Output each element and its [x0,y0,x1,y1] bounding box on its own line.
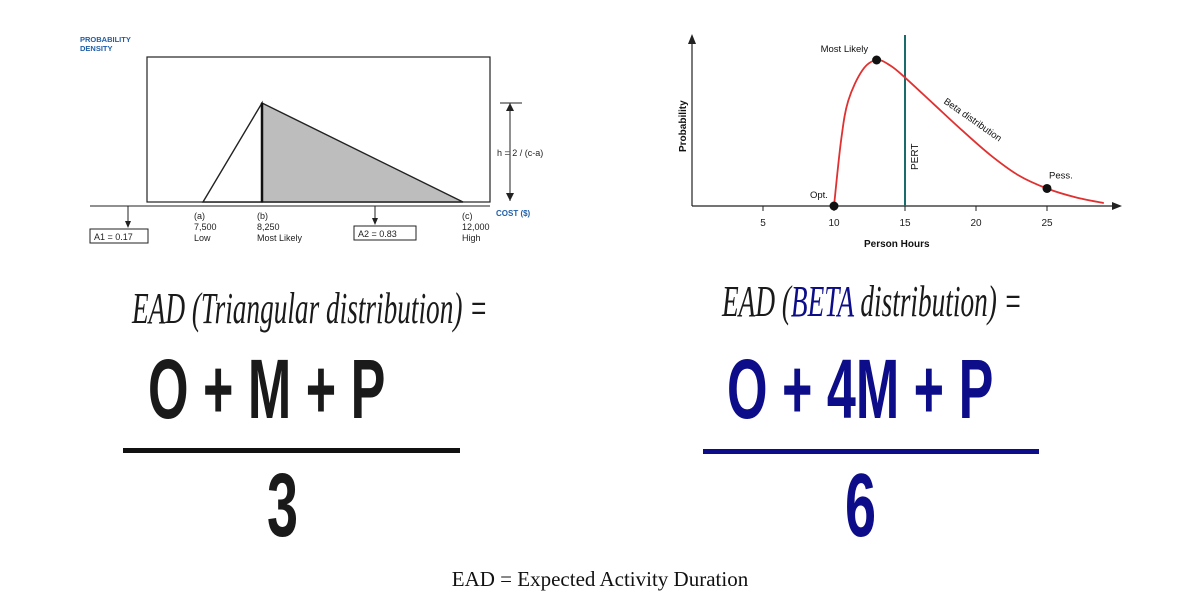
beta-curve [833,59,1104,207]
x-tick-label: 15 [899,218,911,229]
beta-distribution-chart: Probability Person Hours 5 10 15 20 25 PERT … [678,34,1122,250]
point-b-value: 8,250 [257,222,280,232]
beta-heading: EAD (BETA distribution) = [722,276,1022,327]
point-c-letter: (c) [462,211,473,221]
beta-heading-highlight: BETA [790,277,854,326]
markers [829,55,1052,211]
area-a1-triangle [201,100,263,203]
point-b-name: Most Likely [257,233,303,243]
pert-label: PERT [910,144,921,171]
point-c-name: High [462,233,481,243]
y-axis-arrow [688,34,696,44]
point-b-letter: (b) [257,211,268,221]
optimistic-label: Opt. [810,190,828,201]
x-tick-label: 10 [828,218,840,229]
x-tick-label: 25 [1041,218,1053,229]
beta-heading-prefix: EAD ( [722,277,791,326]
beta-numerator: O + 4M + P [727,342,994,436]
x-tick-label: 20 [970,218,982,229]
area-a2-shaded [261,101,464,203]
y-axis-label-line1: PROBABILITY [80,35,131,44]
height-label: h = 2 / (c-a) [497,148,543,158]
x-ticks: 5 10 15 20 25 [760,206,1053,229]
triangular-heading: EAD (Triangular distribution) = [132,284,488,333]
most-likely-marker [872,55,882,65]
most-likely-label: Most Likely [821,44,869,55]
triangular-numerator: O + M + P [148,342,386,436]
point-a-name: Low [194,233,211,243]
a2-label: A2 = 0.83 [358,229,397,239]
beta-denominator: 6 [845,456,877,556]
y-axis-label-line2: DENSITY [80,44,113,53]
triangular-distribution-diagram: PROBABILITY DENSITY h = 2 / (c-a) COST (… [80,35,543,244]
footer-caption: EAD = Expected Activity Duration [451,567,749,591]
x-tick-label: 5 [760,218,766,229]
pessimistic-label: Pess. [1049,170,1073,181]
height-arrow-bottom [506,193,514,201]
point-a-letter: (a) [194,211,205,221]
triangular-fraction-bar [123,448,460,453]
a1-box [89,228,149,244]
x-axis-label: Person Hours [864,239,930,250]
height-arrow-top [506,103,514,111]
x-axis-arrow [1112,202,1122,210]
beta-fraction-bar [703,449,1039,454]
a1-label: A1 = 0.17 [94,232,133,242]
beta-heading-suffix: distribution) = [853,277,1023,326]
point-a-value: 7,500 [194,222,217,232]
y-axis-label: Probability [678,100,689,152]
a2-arrow [372,218,378,225]
triangular-denominator: 3 [267,456,299,556]
point-c-value: 12,000 [462,222,490,232]
x-axis-label: COST ($) [496,209,531,218]
a2-box [353,225,417,241]
pessimistic-marker [1042,183,1052,193]
optimistic-marker [829,201,839,211]
a1-arrow [125,221,131,228]
